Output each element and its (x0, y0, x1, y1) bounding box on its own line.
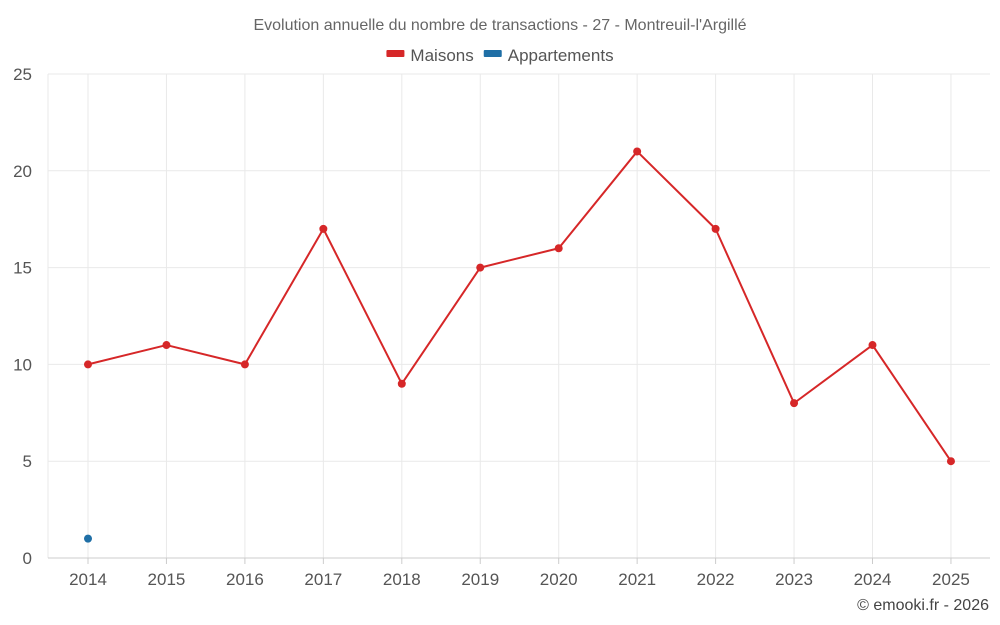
legend-swatch (386, 50, 405, 57)
legend-item-maisons[interactable]: Maisons (386, 46, 474, 65)
x-tick-label: 2021 (618, 570, 656, 589)
x-tick-label: 2019 (461, 570, 499, 589)
y-tick-label: 10 (13, 355, 32, 374)
x-tick-label: 2025 (932, 570, 970, 589)
credit-text: © emooki.fr - 2026 (857, 597, 989, 614)
x-tick-label: 2022 (697, 570, 735, 589)
y-tick-label: 5 (23, 452, 32, 471)
x-tick-label: 2023 (775, 570, 813, 589)
legend-item-appartements[interactable]: Appartements (483, 46, 614, 65)
chart-legend: Maisons Appartements (386, 46, 614, 65)
grid-lines (47, 73, 990, 558)
legend-swatch (483, 50, 502, 57)
y-tick-label: 15 (13, 259, 32, 278)
data-point-maisons-2019[interactable] (476, 263, 485, 272)
axes (48, 557, 990, 564)
y-tick-label: 0 (23, 549, 32, 568)
x-tick-label: 2018 (383, 570, 421, 589)
x-tick-label: 2014 (69, 570, 107, 589)
data-point-maisons-2021[interactable] (633, 147, 642, 156)
data-point-maisons-2022[interactable] (711, 224, 720, 233)
data-point-maisons-2024[interactable] (868, 341, 877, 350)
data-point-maisons-2017[interactable] (319, 224, 328, 233)
x-axis-tick-labels: 2014 2015 2016 2017 2018 2019 2020 2021 2022 2023… (69, 570, 970, 589)
series-lines (87, 150, 952, 462)
x-tick-label: 2017 (304, 570, 342, 589)
data-point-maisons-2025[interactable] (946, 457, 955, 466)
legend-label: Maisons (410, 46, 473, 65)
y-axis-tick-labels: 0 5 10 15 20 25 (13, 65, 32, 568)
data-point-maisons-2016[interactable] (240, 360, 249, 369)
x-tick-label: 2024 (854, 570, 892, 589)
data-point-maisons-2023[interactable] (790, 399, 799, 408)
data-point-maisons-2014[interactable] (84, 360, 92, 369)
series-points (84, 147, 955, 543)
x-tick-label: 2016 (226, 570, 264, 589)
data-point-appartements-2014[interactable] (84, 534, 92, 543)
data-point-maisons-2015[interactable] (162, 341, 171, 350)
x-tick-label: 2020 (540, 570, 578, 589)
y-tick-label: 20 (13, 162, 32, 181)
y-tick-label: 25 (13, 65, 32, 84)
data-point-maisons-2020[interactable] (554, 244, 563, 253)
legend-label: Appartements (508, 46, 614, 65)
x-tick-label: 2015 (148, 570, 186, 589)
data-point-maisons-2018[interactable] (397, 379, 406, 388)
chart-title: Evolution annuelle du nombre de transact… (253, 17, 746, 34)
series-line-maisons (87, 150, 952, 462)
